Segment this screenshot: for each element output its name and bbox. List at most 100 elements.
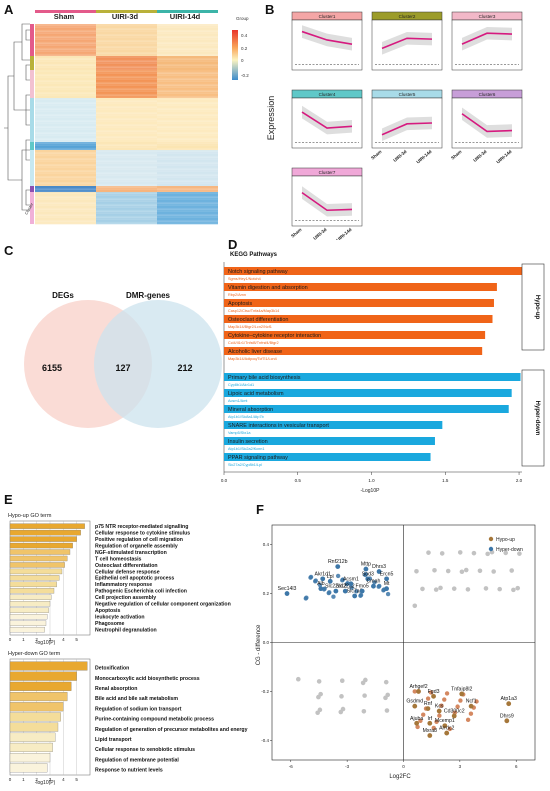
scatter-point-hypo-up (468, 711, 474, 716)
go-term-label: Inflammatory response (95, 582, 152, 588)
heatmap-cell (35, 174, 96, 177)
heatmap-cell (35, 28, 96, 31)
heatmap-cell (96, 156, 157, 159)
go-term-label: Phagosome (95, 621, 125, 627)
venn-circle-dmr (94, 300, 222, 428)
heatmap-cell (157, 196, 218, 199)
heatmap-cell (157, 200, 218, 203)
scatter-point-hypo-up (431, 693, 436, 699)
go-bar (9, 722, 59, 732)
heatmap-cell (96, 180, 157, 183)
cluster-plot-5: Cluster5 Sham UIRI-3d UIRI-14d (370, 89, 443, 165)
kegg-bar (224, 315, 493, 323)
heatmap-cell (96, 72, 157, 75)
heatmap-cell (157, 30, 218, 33)
scatter-gene-label: Mt (384, 581, 390, 587)
heatmap-cell (157, 108, 218, 111)
heatmap-cell (157, 94, 218, 97)
heatmap-cell (35, 136, 96, 139)
heatmap-cell (96, 26, 157, 29)
heatmap-cell (96, 28, 157, 31)
scatter-point-hyper-down (313, 578, 318, 583)
heatmap-cell (157, 64, 218, 67)
heatmap-cell (157, 54, 218, 57)
scatter-point-hypo-up (416, 689, 421, 694)
scatter-point-hyper-down (365, 576, 371, 582)
scatter-point-hypo-up (412, 689, 417, 694)
scatter-gene-label: Acsm1 (343, 576, 359, 582)
heatmap-cell (35, 70, 96, 73)
heatmap-cell (157, 154, 218, 157)
go-bar (9, 614, 48, 620)
scatter-gene-label: Slc7a2 (347, 588, 363, 594)
go-term-label: Cellular defense response (95, 569, 160, 575)
heatmap-cell (157, 212, 218, 215)
go-bar (9, 562, 65, 568)
heatmap-cell (96, 160, 157, 163)
heatmap-cell (96, 36, 157, 39)
heatmap-cell (35, 208, 96, 211)
scatter-gene-label: Sec14l3 (278, 586, 297, 592)
scatter-point-hypo-up (442, 697, 447, 702)
scatter-point-hyper-down (352, 593, 358, 599)
heatmap-panel: Sham UIRI-3d UIRI-14d Group 0.4 0.2 0 -0… (4, 10, 249, 225)
heatmap-cell (157, 40, 218, 43)
scatter-gene-label: Slc22a2 (336, 584, 355, 590)
heatmap-cell (96, 128, 157, 131)
scatter-gene-label: Ajuba (410, 716, 423, 722)
heatmap-cell (96, 168, 157, 171)
venn-label-degs: DEGs (52, 291, 74, 300)
heatmap-cell (96, 130, 157, 133)
scatter-point-hyper-down (317, 582, 323, 588)
heatmap-cell (35, 170, 96, 173)
go-bar (9, 594, 52, 600)
heatmap-cell (157, 48, 218, 51)
heatmap-cell (157, 50, 218, 53)
kegg-pathway-genes: Slc27a2/Cyp8b1/Lpl (228, 463, 262, 467)
heatmap-cell (96, 190, 157, 193)
heatmap-cell (35, 128, 96, 131)
heatmap-dendrogram (4, 23, 30, 211)
heatmap-cell (96, 48, 157, 51)
heatmap-cell (157, 186, 218, 189)
scatter-point-hypo-up (431, 725, 436, 731)
kegg-bars: 0.0 0.5 1.0 1.5 2.0 Notch signaling pathway Sg… (221, 262, 523, 483)
heatmap-cell (157, 178, 218, 181)
heatmap-cell (35, 82, 96, 85)
go-xtick: 4 (62, 637, 65, 642)
scatter-point-other (383, 695, 388, 701)
heatmap-cell (157, 144, 218, 147)
heatmap-cell (157, 132, 218, 135)
heatmap-legend-tick: 0.4 (241, 33, 248, 38)
heatmap-cell (35, 204, 96, 207)
heatmap-cell (157, 118, 218, 121)
scatter-point-other (491, 569, 496, 574)
scatter-point-hypo-up (421, 712, 426, 717)
heatmap-cell (35, 186, 96, 189)
heatmap-cell (35, 40, 96, 43)
scatter-gene-label: Arhgef2 (409, 684, 427, 690)
heatmap-cell (35, 116, 96, 119)
kegg-bar (224, 299, 494, 307)
scatter-point-hypo-up (427, 733, 433, 738)
cluster-xtick: UIRI-14d (415, 149, 432, 165)
heatmap-cell (96, 50, 157, 53)
heatmap-cell (35, 52, 96, 55)
kegg-group-down: Hyper-down (534, 401, 540, 436)
heatmap-cell (157, 58, 218, 61)
scatter-point-other (315, 710, 320, 716)
heatmap-cell (96, 198, 157, 201)
scatter-point-hypo-up (414, 720, 420, 726)
heatmap-cell (157, 86, 218, 89)
go-term-label: Regulation of sodium ion transport (95, 706, 182, 712)
heatmap-cell (157, 42, 218, 45)
heatmap-cell (35, 176, 96, 179)
scatter-point-hyper-down (349, 585, 354, 590)
kegg-pathway-name: Mineral absorption (228, 407, 273, 413)
heatmap-cell (157, 26, 218, 29)
heatmap-cell (35, 148, 96, 151)
heatmap-cell (157, 220, 218, 223)
heatmap-cell (157, 88, 218, 91)
heatmap-cell (157, 114, 218, 117)
kegg-pathway-genes: Vamp5/Stx1a (228, 431, 251, 435)
